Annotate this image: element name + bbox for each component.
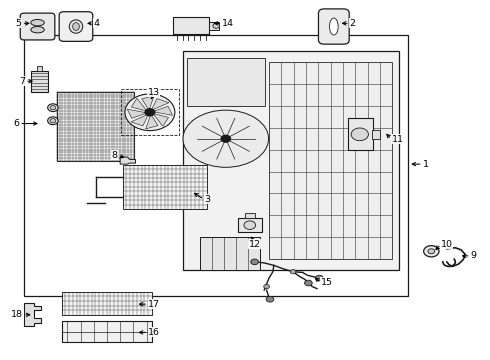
FancyBboxPatch shape <box>59 12 93 41</box>
Text: 11: 11 <box>392 135 403 144</box>
Text: 5: 5 <box>16 19 22 28</box>
Circle shape <box>221 135 230 142</box>
Ellipse shape <box>31 27 44 33</box>
Circle shape <box>290 270 296 274</box>
Circle shape <box>264 284 270 289</box>
Circle shape <box>244 221 256 229</box>
Circle shape <box>428 249 435 254</box>
Bar <box>269 62 392 259</box>
Text: 3: 3 <box>204 195 210 204</box>
Bar <box>245 213 255 219</box>
Bar <box>121 89 179 135</box>
Circle shape <box>424 246 439 257</box>
Text: 14: 14 <box>222 19 234 28</box>
Bar <box>173 17 209 34</box>
Ellipse shape <box>69 20 83 33</box>
Circle shape <box>145 109 155 116</box>
Ellipse shape <box>73 23 79 30</box>
Ellipse shape <box>213 23 220 28</box>
Polygon shape <box>131 98 147 111</box>
Circle shape <box>351 128 368 141</box>
Text: 18: 18 <box>11 310 23 319</box>
Bar <box>183 51 399 270</box>
Text: 12: 12 <box>248 240 261 249</box>
Polygon shape <box>120 157 136 164</box>
Ellipse shape <box>50 105 56 110</box>
Bar <box>187 58 265 106</box>
Bar <box>238 219 262 232</box>
Bar <box>122 165 207 209</box>
Polygon shape <box>24 303 41 327</box>
Polygon shape <box>142 96 154 110</box>
Text: 4: 4 <box>94 19 100 28</box>
Text: 8: 8 <box>112 151 118 160</box>
Bar <box>37 66 42 71</box>
Polygon shape <box>152 113 169 126</box>
Text: 1: 1 <box>423 159 429 168</box>
Ellipse shape <box>50 118 56 123</box>
Text: 15: 15 <box>321 278 333 287</box>
Bar <box>31 71 48 92</box>
Bar <box>372 130 380 139</box>
Polygon shape <box>146 114 158 129</box>
Bar <box>62 321 152 342</box>
Text: 9: 9 <box>471 251 477 260</box>
Text: 6: 6 <box>13 119 19 128</box>
Ellipse shape <box>31 19 44 26</box>
Bar <box>200 237 260 270</box>
Ellipse shape <box>125 94 175 131</box>
FancyBboxPatch shape <box>20 13 55 40</box>
Bar <box>57 92 134 161</box>
Text: 7: 7 <box>19 77 25 86</box>
Polygon shape <box>131 114 148 126</box>
Ellipse shape <box>48 117 58 125</box>
Text: 13: 13 <box>147 88 160 97</box>
Polygon shape <box>151 99 169 110</box>
Bar <box>62 292 152 315</box>
Circle shape <box>266 296 274 302</box>
Polygon shape <box>153 106 172 115</box>
Text: 2: 2 <box>350 19 356 28</box>
Polygon shape <box>127 109 147 118</box>
Ellipse shape <box>183 110 269 167</box>
Ellipse shape <box>329 18 338 35</box>
Circle shape <box>251 259 258 265</box>
Text: 16: 16 <box>148 328 160 337</box>
Text: 10: 10 <box>441 240 453 249</box>
Bar <box>24 35 408 296</box>
Bar <box>209 22 219 30</box>
Bar <box>348 118 373 150</box>
Circle shape <box>305 280 312 286</box>
Circle shape <box>316 275 323 281</box>
FancyBboxPatch shape <box>318 9 349 44</box>
Ellipse shape <box>48 104 58 112</box>
Text: 17: 17 <box>148 300 160 309</box>
